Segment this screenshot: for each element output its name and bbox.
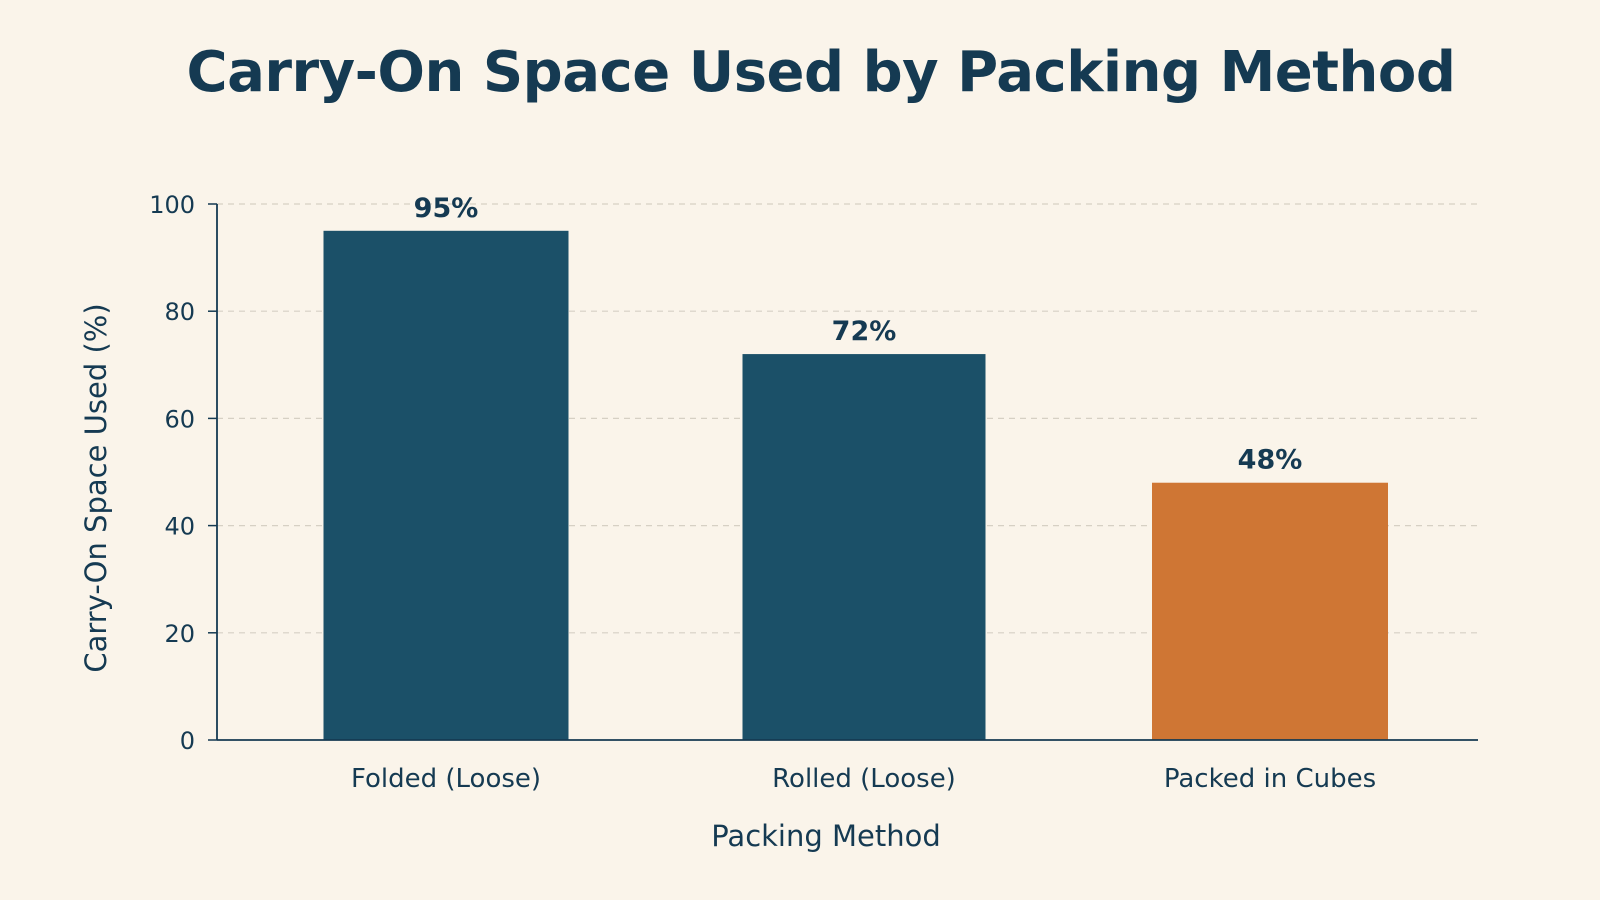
labels: 0 20 40 60 80 100 95% Folded (Loose) 72% Rolled (…: [149, 191, 1376, 794]
bar: [742, 354, 986, 740]
x-axis-title: Packing Method: [711, 819, 941, 853]
bar: [1152, 482, 1388, 740]
y-axis-title: Carry-On Space Used (%): [79, 303, 113, 672]
y-tick-label: 80: [164, 298, 195, 326]
chart-title: Carry-On Space Used by Packing Method: [186, 40, 1456, 105]
axes: [208, 203, 1478, 741]
y-tick-label: 0: [180, 727, 195, 755]
y-tick-label: 60: [164, 405, 195, 433]
data-label: 48%: [1238, 445, 1303, 476]
bar: [323, 230, 569, 741]
x-tick-label: Folded (Loose): [351, 764, 541, 794]
y-tick-label: 40: [164, 513, 195, 541]
y-tick-label: 100: [149, 191, 195, 219]
data-label: 72%: [832, 316, 897, 347]
y-tick-label: 20: [164, 620, 195, 648]
x-tick-label: Rolled (Loose): [772, 764, 956, 794]
x-tick-label: Packed in Cubes: [1164, 764, 1376, 794]
bars: [323, 230, 1388, 741]
data-label: 95%: [414, 193, 479, 224]
